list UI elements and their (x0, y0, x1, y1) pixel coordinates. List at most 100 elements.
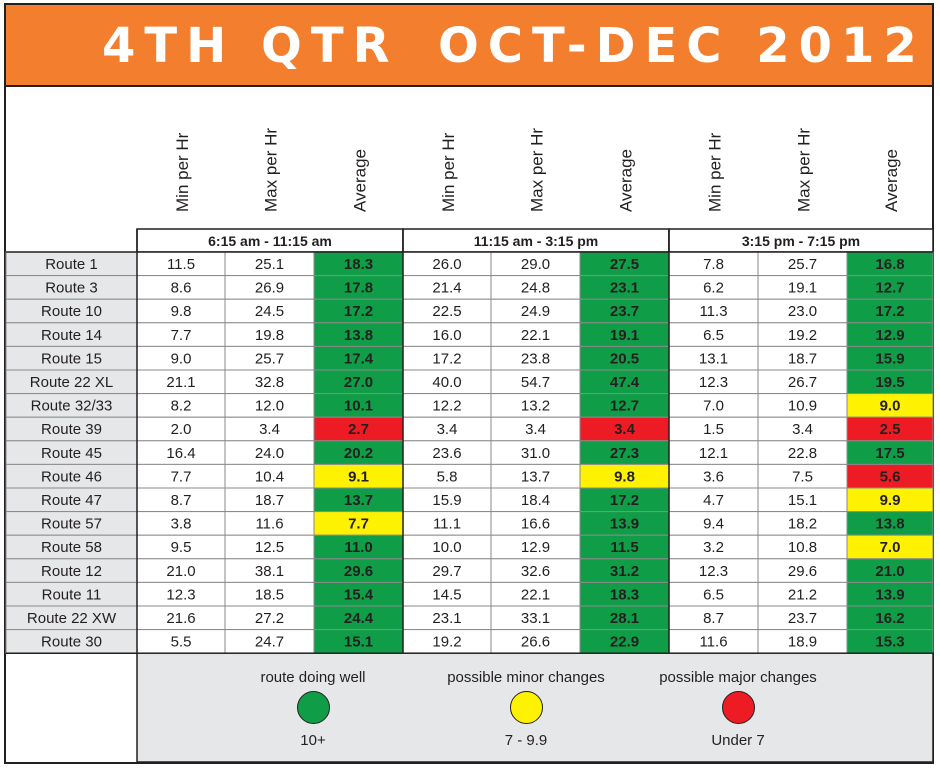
value: 2.0 (171, 421, 192, 438)
average-value: 15.1 (344, 634, 373, 651)
value: 24.8 (521, 280, 550, 297)
value: 18.7 (788, 350, 817, 367)
average-value: 2.7 (348, 421, 369, 438)
value: 16.0 (432, 327, 461, 344)
column-header: Average (351, 149, 370, 212)
value: 21.2 (788, 586, 817, 603)
legend-range: 10+ (300, 732, 326, 749)
value: 12.5 (255, 539, 284, 556)
period-header: 6:15 am - 11:15 am (208, 233, 332, 249)
average-value: 11.0 (344, 539, 372, 556)
value: 18.2 (788, 516, 817, 533)
value: 12.1 (699, 445, 728, 462)
average-value: 27.5 (610, 256, 639, 273)
average-value: 17.8 (344, 280, 373, 297)
title-date-range: OCT-DEC 2012 (438, 18, 926, 74)
value: 32.8 (255, 374, 284, 391)
value: 25.7 (255, 350, 284, 367)
value: 27.2 (255, 610, 284, 627)
average-value: 13.8 (875, 516, 904, 533)
column-header: Max per Hr (528, 128, 547, 212)
value: 10.9 (788, 398, 817, 415)
legend-label: possible minor changes (447, 669, 605, 686)
route-name: Route 46 (41, 468, 102, 485)
value: 13.7 (521, 468, 550, 485)
value: 3.4 (259, 421, 280, 438)
legend-color-circle (722, 691, 755, 724)
value: 21.6 (166, 610, 195, 627)
route-name: Route 14 (41, 327, 102, 344)
value: 24.7 (255, 634, 284, 651)
value: 8.2 (171, 398, 192, 415)
value: 11.6 (699, 634, 727, 651)
value: 7.5 (792, 468, 813, 485)
value: 11.1 (433, 516, 461, 533)
value: 26.7 (788, 374, 817, 391)
average-value: 17.2 (344, 303, 373, 320)
average-value: 27.3 (610, 445, 639, 462)
average-value: 9.9 (880, 492, 901, 509)
value: 22.5 (432, 303, 461, 320)
value: 29.6 (788, 563, 817, 580)
value: 21.1 (166, 374, 195, 391)
value: 10.4 (255, 468, 284, 485)
value: 6.5 (703, 327, 724, 344)
value: 21.0 (166, 563, 195, 580)
value: 6.5 (703, 586, 724, 603)
value: 12.2 (432, 398, 461, 415)
route-name: Route 57 (41, 516, 102, 533)
average-value: 3.4 (614, 421, 636, 438)
value: 26.0 (432, 256, 461, 273)
value: 25.7 (788, 256, 817, 273)
value: 9.4 (703, 516, 724, 533)
value: 25.1 (255, 256, 284, 273)
route-name: Route 30 (41, 634, 102, 651)
route-name: Route 3 (45, 280, 98, 297)
value: 31.0 (521, 445, 550, 462)
value: 3.4 (525, 421, 546, 438)
average-value: 17.2 (875, 303, 904, 320)
value: 3.6 (703, 468, 724, 485)
legend-label: route doing well (260, 669, 366, 686)
value: 23.6 (432, 445, 461, 462)
value: 40.0 (432, 374, 461, 391)
average-value: 20.2 (344, 445, 373, 462)
average-value: 19.5 (875, 374, 904, 391)
average-value: 15.9 (875, 350, 904, 367)
value: 24.9 (521, 303, 550, 320)
title-quarter: 4TH QTR (102, 18, 399, 74)
value: 17.2 (432, 350, 461, 367)
average-value: 17.2 (610, 492, 639, 509)
average-value: 27.0 (344, 374, 373, 391)
value: 21.4 (432, 280, 461, 297)
average-value: 19.1 (610, 327, 639, 344)
value: 13.1 (699, 350, 728, 367)
value: 23.1 (432, 610, 461, 627)
average-value: 31.2 (610, 563, 639, 580)
value: 5.5 (171, 634, 192, 651)
average-value: 15.4 (344, 586, 374, 603)
column-header: Min per Hr (439, 132, 458, 212)
legend-range: Under 7 (711, 732, 765, 749)
value: 19.1 (788, 280, 817, 297)
value: 26.6 (521, 634, 550, 651)
average-value: 7.0 (880, 539, 901, 556)
column-header: Average (617, 149, 636, 212)
value: 54.7 (521, 374, 550, 391)
value: 12.3 (699, 563, 728, 580)
average-value: 10.1 (344, 398, 373, 415)
value: 22.1 (521, 327, 550, 344)
average-value: 28.1 (610, 610, 639, 627)
average-value: 17.4 (344, 350, 374, 367)
route-name: Route 45 (41, 445, 102, 462)
value: 18.5 (255, 586, 284, 603)
value: 3.4 (437, 421, 458, 438)
average-value: 7.7 (348, 516, 369, 533)
average-value: 18.3 (610, 586, 639, 603)
value: 8.7 (171, 492, 192, 509)
value: 7.8 (703, 256, 724, 273)
value: 16.4 (166, 445, 195, 462)
value: 15.9 (432, 492, 461, 509)
average-value: 23.1 (610, 280, 639, 297)
value: 3.2 (703, 539, 724, 556)
